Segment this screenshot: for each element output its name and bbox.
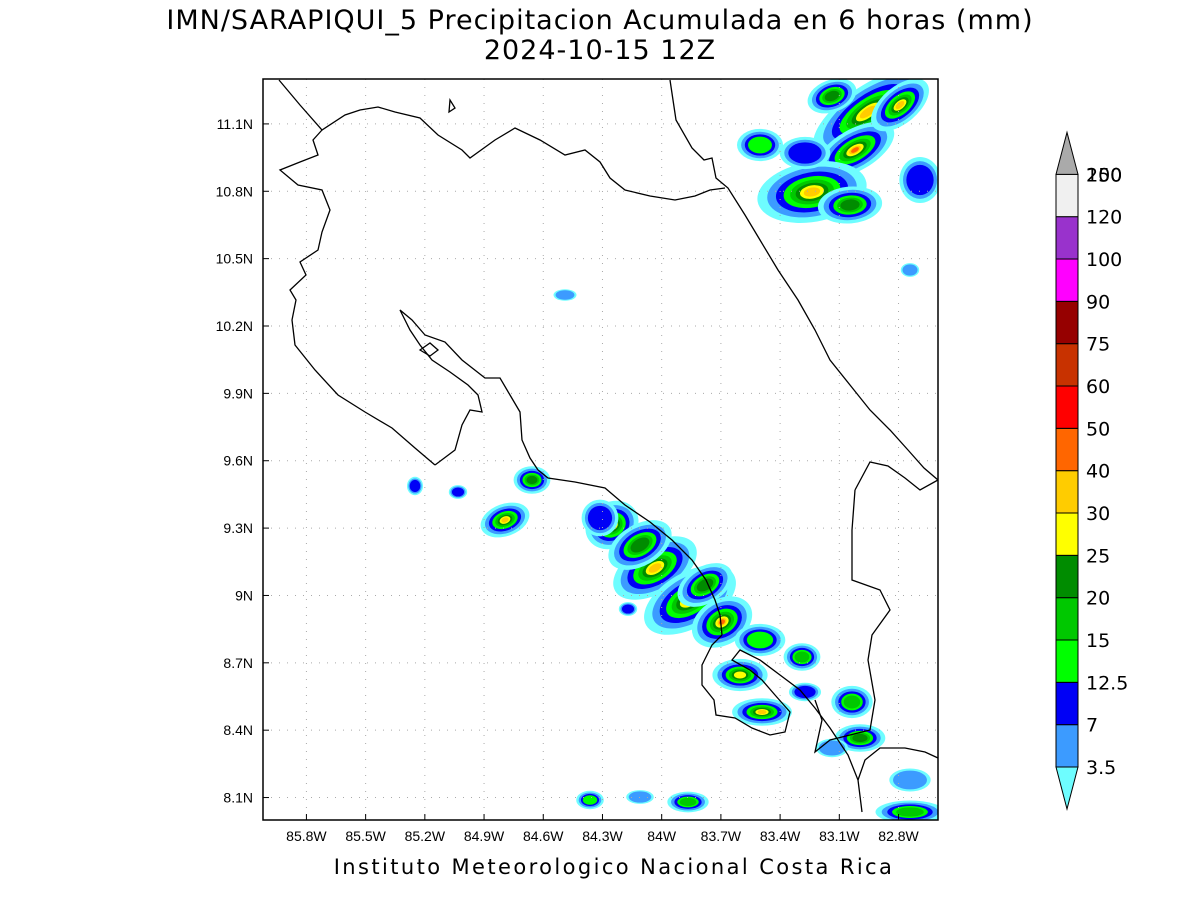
- map-subtitle: 2024-10-15 12Z: [483, 35, 717, 66]
- precipitation-cell: [555, 290, 575, 300]
- precipitation-cell: [818, 740, 846, 756]
- colorbar-label: 200: [1086, 164, 1122, 186]
- map-frame: [262, 78, 939, 821]
- colorbar-swatch: [1055, 300, 1079, 345]
- precipitation-cell: [906, 164, 934, 196]
- colorbar-label: 120: [1086, 207, 1122, 229]
- precipitation-cell: [630, 537, 650, 553]
- colorbar-label: 40: [1086, 461, 1110, 483]
- colorbar-arrow-low: [1055, 766, 1079, 811]
- colorbar-label: 30: [1086, 503, 1110, 525]
- colorbar-swatch: [1055, 216, 1079, 260]
- precipitation-cell: [859, 105, 877, 119]
- precipitation-cell: [896, 807, 924, 817]
- credit-text: Instituto Meteorologico Nacional Costa R…: [333, 855, 895, 879]
- lon-tick-label: 83.1W: [819, 828, 860, 844]
- colorbar-swatch: [1055, 597, 1079, 641]
- colorbar-label: 60: [1086, 376, 1110, 398]
- precipitation-cell: [788, 142, 822, 164]
- precipitation-cell: [748, 136, 772, 154]
- lat-tick-label: 8.4N: [223, 722, 253, 738]
- precipitation-cell: [803, 187, 821, 197]
- precipitation-cell: [526, 475, 538, 485]
- colorbar-swatch: [1055, 258, 1079, 302]
- lat-tick-label: 10.2N: [216, 318, 253, 334]
- precipitation-cell: [409, 479, 421, 493]
- lon-tick-label: 84W: [647, 828, 677, 844]
- precipitation-cell: [895, 101, 905, 109]
- precipitation-cell: [902, 264, 918, 276]
- precipitation-cell: [893, 770, 927, 790]
- precipitation-cell: [840, 199, 860, 211]
- lat-tick-label: 9.9N: [223, 385, 253, 401]
- precipitation-cell: [587, 505, 613, 531]
- lon-tick-label: 83.4W: [760, 828, 801, 844]
- precipitation-cell: [757, 709, 767, 715]
- precipitation-cell: [733, 671, 747, 679]
- colorbar-swatch: [1055, 639, 1079, 683]
- colorbar-swatch: [1055, 512, 1079, 556]
- precipitation-layer: [406, 79, 938, 820]
- colorbar-swatch: [1055, 173, 1079, 218]
- precipitation-cell: [852, 733, 868, 743]
- coastline-borders: [278, 79, 938, 813]
- precipitation-cell: [628, 791, 652, 803]
- lat-tick-label: 10.8N: [216, 183, 253, 199]
- colorbar-label: 20: [1086, 588, 1110, 610]
- lat-tick-label: 9.6N: [223, 453, 253, 469]
- colorbar-label: 15: [1086, 630, 1110, 652]
- lat-tick-label: 11.1N: [217, 116, 253, 132]
- lat-tick-label: 9.3N: [223, 520, 253, 536]
- lon-tick-label: 84.3W: [582, 828, 623, 844]
- precipitation-cell: [746, 631, 774, 649]
- colorbar-swatch: [1055, 343, 1079, 387]
- lon-tick-label: 83.7W: [701, 828, 742, 844]
- colorbar-label: 90: [1086, 291, 1110, 313]
- colorbar-label: 12.5: [1086, 672, 1128, 694]
- lat-tick-label: 8.1N: [223, 790, 253, 806]
- colorbar-swatch: [1055, 385, 1079, 429]
- precipitation-cell: [679, 797, 697, 807]
- grid-lines: [263, 79, 938, 820]
- colorbar-label: 3.5: [1086, 757, 1116, 779]
- lat-tick-label: 9N: [235, 587, 253, 603]
- colorbar-label: 50: [1086, 418, 1110, 440]
- precipitation-cell: [824, 90, 840, 102]
- lat-tick-label: 10.5N: [216, 251, 253, 267]
- precipitation-cell: [851, 147, 859, 153]
- lon-tick-label: 82.8W: [878, 828, 919, 844]
- colorbar-swatch: [1055, 470, 1079, 514]
- colorbar-label: 150: [1086, 164, 1122, 186]
- colorbar-label: 75: [1086, 334, 1110, 356]
- lon-tick-label: 85.5W: [345, 828, 386, 844]
- map-title: IMN/SARAPIQUI_5 Precipitacion Acumulada …: [166, 5, 1034, 36]
- lat-tick-label: 8.7N: [223, 655, 253, 671]
- longitude-ticks: 85.8W 85.5W 85.2W 84.9W 84.6W 84.3W 84W 83.7W 83…: [286, 814, 920, 844]
- precipitation-cell: [843, 695, 861, 709]
- precipitation-cell: [582, 795, 598, 805]
- precipitation-cell: [451, 487, 465, 497]
- colorbar-swatch: [1055, 427, 1079, 472]
- colorbar-arrow-high: [1055, 130, 1079, 175]
- colorbar-swatch: [1055, 681, 1079, 726]
- precipitation-cell: [621, 604, 635, 614]
- latitude-ticks: 8.1N 8.4N 8.7N 9N 9.3N 9.6N 9.9N 10.2N 10.5N 10.8…: [216, 116, 269, 806]
- precipitation-cell: [648, 563, 662, 573]
- colorbar-label: 25: [1086, 545, 1110, 567]
- colorbar-label: 7: [1086, 715, 1098, 737]
- lon-tick-label: 85.8W: [286, 828, 327, 844]
- colorbar-label: 100: [1086, 249, 1122, 271]
- colorbar-swatch: [1055, 554, 1079, 599]
- lon-tick-label: 84.9W: [464, 828, 505, 844]
- colorbar-swatch: [1055, 724, 1079, 768]
- lon-tick-label: 85.2W: [405, 828, 446, 844]
- precipitation-cell: [501, 517, 509, 523]
- lon-tick-label: 84.6W: [523, 828, 564, 844]
- precipitation-cell: [794, 651, 810, 663]
